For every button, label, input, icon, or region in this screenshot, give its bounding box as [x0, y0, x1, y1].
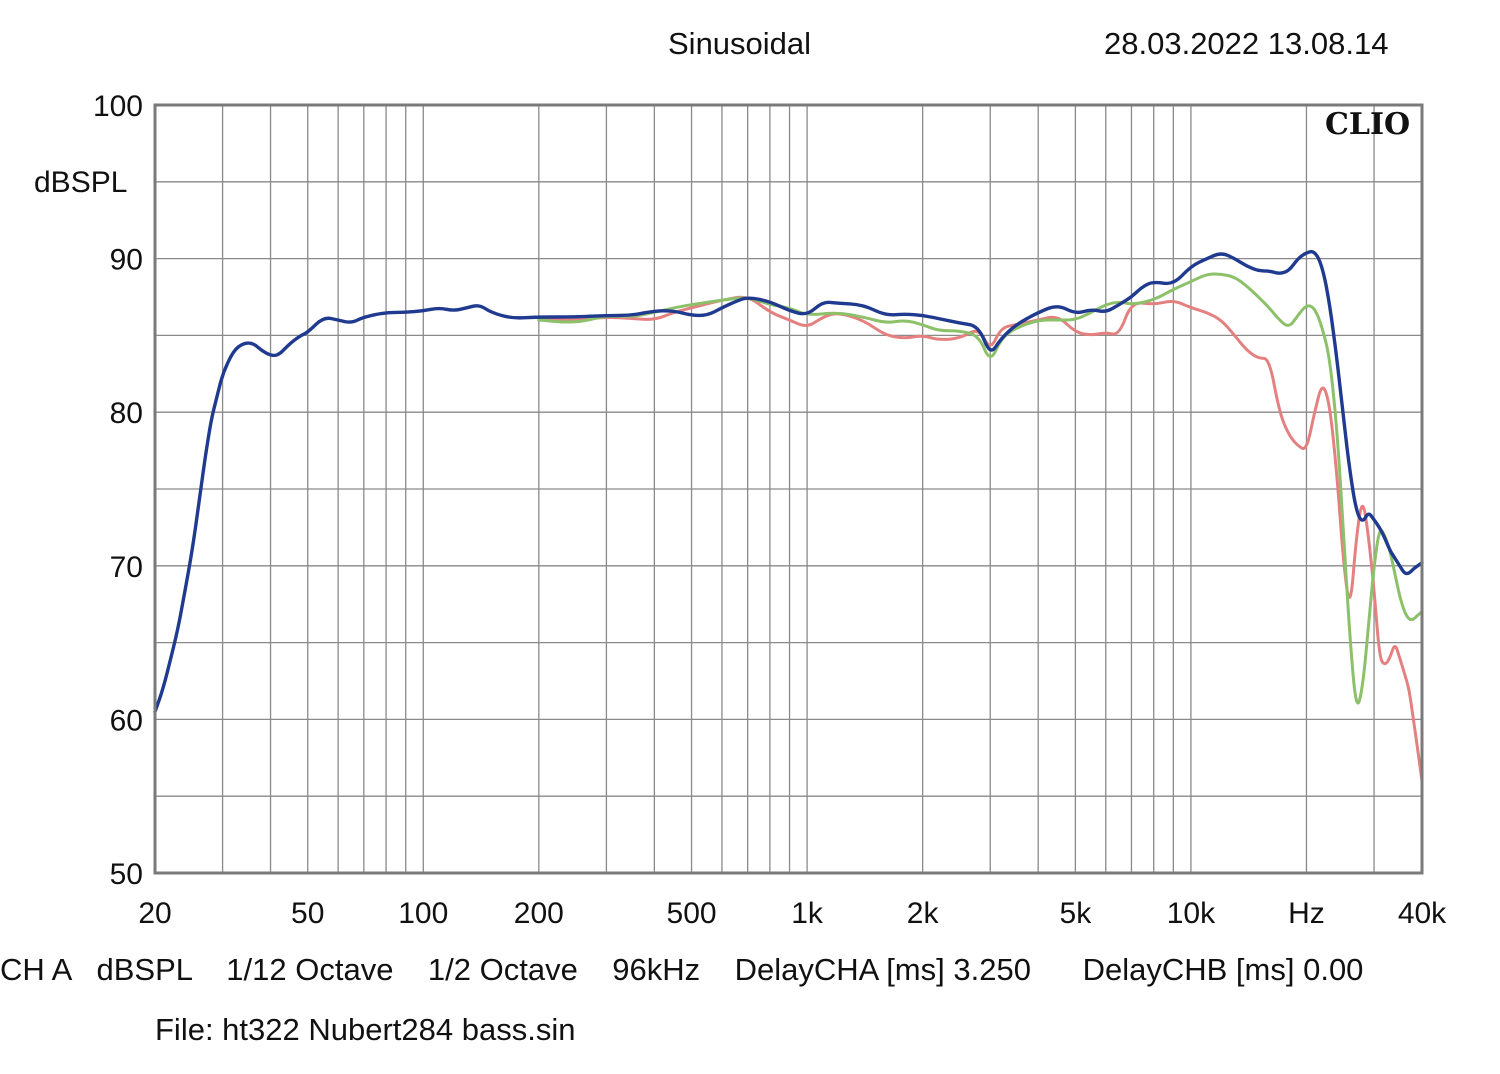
series-line-1 [537, 272, 1424, 705]
file-name: File: ht322 Nubert284 bass.sin [155, 1012, 576, 1047]
y-tick-label: 90 [110, 244, 143, 277]
x-tick-label: 200 [514, 897, 564, 930]
measurement-settings: CH A dBSPL 1/12 Octave 1/2 Octave 96kHz … [0, 952, 1364, 987]
y-tick-labels: 100 90 80 70 60 50 [93, 90, 143, 891]
x-tick-label: 100 [398, 897, 448, 930]
x-tick-label: Hz [1288, 897, 1325, 930]
series-lines [153, 249, 1424, 783]
x-tick-label: 1k [791, 897, 824, 930]
series-line-2 [153, 249, 1424, 714]
x-tick-labels: 20 50 100 200 500 1k 2k 5k 10k Hz 40k [138, 897, 1447, 930]
x-tick-label: 10k [1167, 897, 1216, 930]
y-tick-label: 100 [93, 90, 143, 123]
plot-frame [153, 103, 1424, 875]
x-tick-label: 2k [907, 897, 940, 930]
y-tick-label: 70 [110, 551, 143, 584]
y-axis-unit-label: dBSPL [34, 166, 127, 199]
x-tick-label: 50 [291, 897, 324, 930]
y-tick-label: 60 [110, 704, 143, 737]
series-line-0 [537, 295, 1424, 783]
x-tick-label: 40k [1398, 897, 1447, 930]
brand-logo: CLIO [1325, 107, 1410, 142]
timestamp: 28.03.2022 13.08.14 [1104, 26, 1389, 61]
y-tick-label: 50 [110, 858, 143, 891]
x-tick-label: 500 [667, 897, 717, 930]
grid [155, 105, 1422, 873]
y-tick-label: 80 [110, 397, 143, 430]
x-tick-label: 5k [1060, 897, 1093, 930]
x-tick-label: 20 [138, 897, 171, 930]
chart-title: Sinusoidal [668, 26, 812, 61]
